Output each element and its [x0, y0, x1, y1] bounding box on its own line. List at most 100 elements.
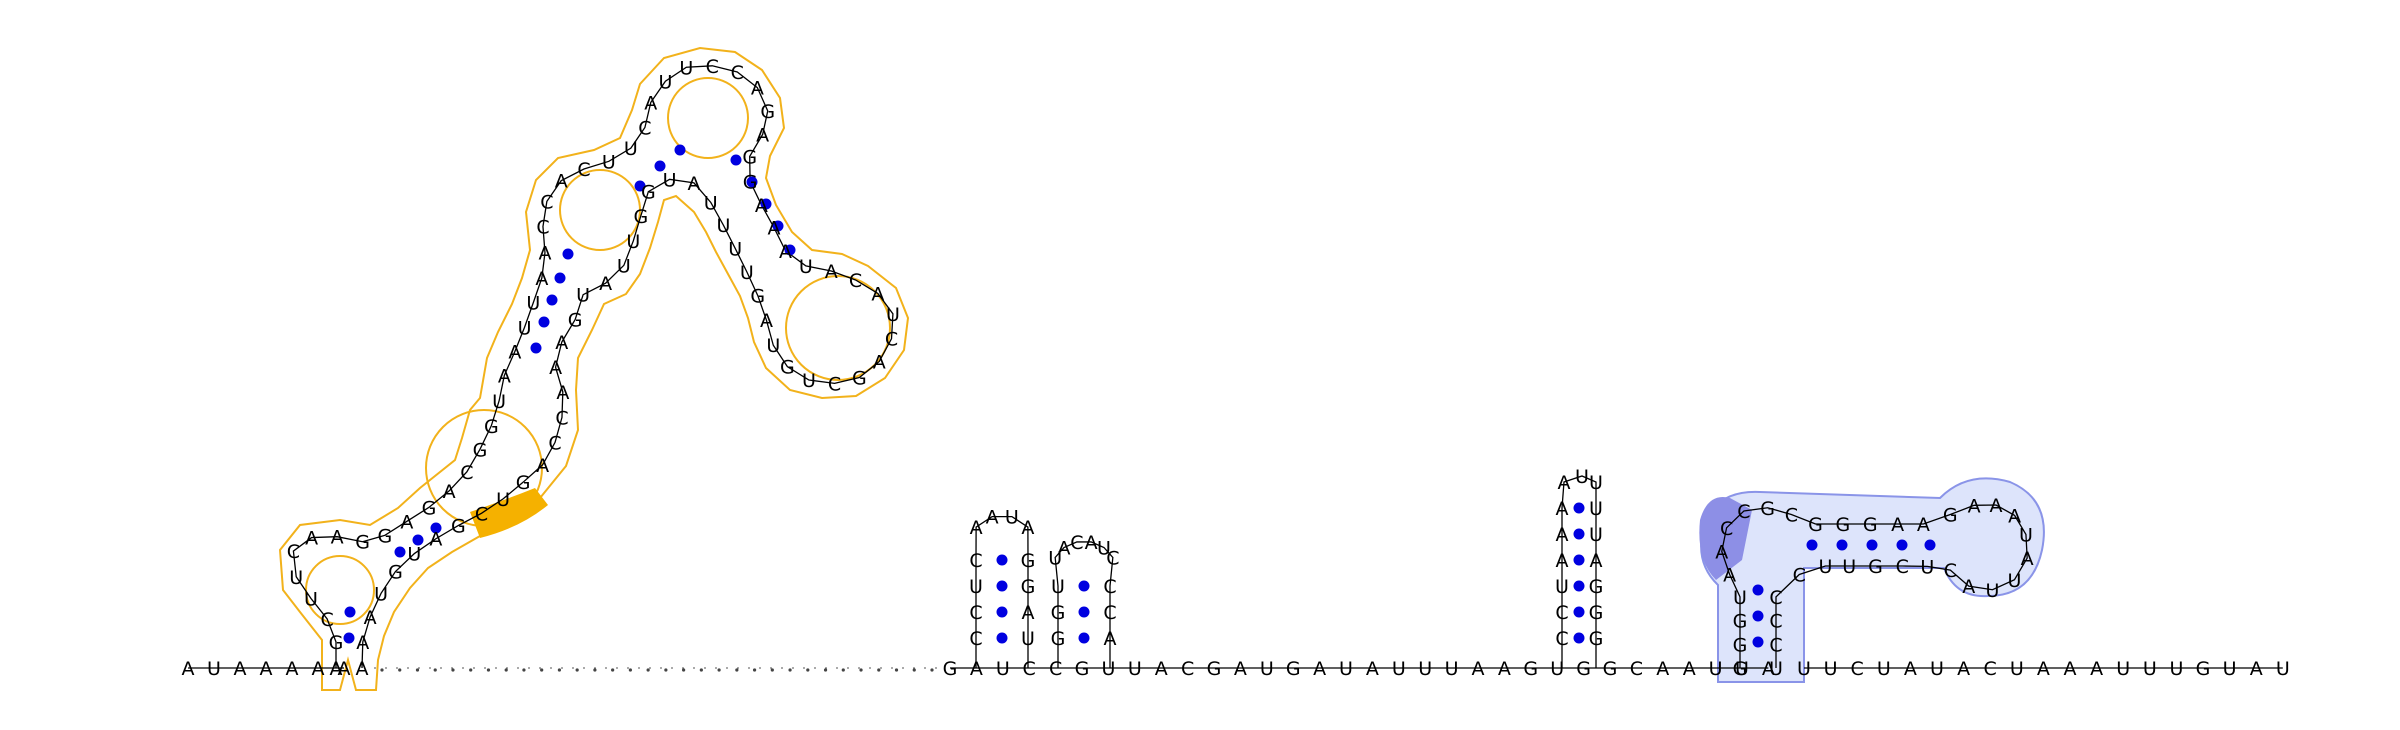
big-domain-base: G	[633, 206, 648, 228]
hairpin-1-pair	[996, 632, 1008, 644]
big-domain-backbone	[292, 65, 894, 669]
baseline-3prime-base: U	[1797, 658, 1811, 680]
baseline-mid-base: C	[1023, 658, 1036, 680]
blue-domain-pair	[1896, 539, 1908, 551]
big-domain-base: U	[496, 489, 510, 511]
blue-domain-base: G	[1808, 514, 1823, 536]
baseline-3prime-base: A	[2064, 658, 2077, 680]
hairpin-3-loop-base: A	[1558, 472, 1571, 494]
gap-dot	[504, 668, 508, 672]
big-domain-base: U	[289, 567, 303, 589]
big-domain-base: A	[873, 351, 886, 373]
gap-dot	[823, 668, 828, 672]
hairpin-2-pair	[1078, 606, 1090, 618]
big-domain-base: U	[679, 57, 693, 79]
big-domain-base: U	[518, 317, 532, 339]
gap-dot	[912, 668, 916, 672]
baseline-mid-base: A	[1366, 658, 1379, 680]
big-domain-base: A	[330, 658, 343, 680]
gap-dot	[859, 668, 863, 672]
big-domain-base: A	[356, 658, 369, 680]
hairpin-2-loop-base: C	[1106, 548, 1119, 570]
big-domain-pair	[634, 180, 646, 192]
hairpin-1-stem-base: G	[1021, 550, 1036, 572]
hairpin-3-stem-base: G	[1589, 628, 1604, 650]
baseline-5prime-base: A	[182, 658, 195, 680]
big-domain-base: A	[364, 607, 377, 629]
big-domain-base: U	[492, 391, 506, 413]
hairpin-3-stem-base: A	[1556, 524, 1569, 546]
big-domain-base: G	[760, 101, 775, 123]
big-domain-pair	[730, 154, 742, 166]
hairpin-2-loop-base: C	[1070, 532, 1083, 554]
hairpin-2-stem-base: U	[1051, 576, 1065, 598]
baseline-3prime-base: G	[2196, 658, 2211, 680]
big-domain-base: U	[407, 544, 421, 566]
blue-domain-base: U	[1769, 658, 1783, 680]
big-domain-upper-left-loop	[559, 169, 641, 251]
big-domain-base: A	[755, 195, 768, 217]
hairpin-3-stem-base: G	[1589, 576, 1604, 598]
blue-domain-base: U	[1733, 587, 1747, 609]
big-domain-base: C	[731, 62, 744, 84]
baseline-5prime-base: A	[260, 658, 273, 680]
big-domain-outline	[278, 46, 910, 691]
big-domain-base: A	[305, 528, 318, 550]
hairpin-2-stem-base: C	[1103, 602, 1116, 624]
baseline-3prime-base: U	[2116, 658, 2130, 680]
blue-domain-base: U	[1818, 556, 1832, 578]
hairpin-3-stem-base: A	[1556, 550, 1569, 572]
big-domain-highlight	[470, 488, 548, 538]
big-domain-pair	[343, 632, 355, 644]
big-domain-base: C	[540, 191, 553, 213]
baseline-mid-base: U	[1550, 658, 1564, 680]
blue-domain-pair	[1752, 584, 1764, 596]
big-domain-base: G	[451, 515, 466, 537]
hairpin-3-stem-base: C	[1555, 628, 1568, 650]
base-pair-dots	[343, 144, 1936, 648]
big-domain-base: G	[568, 310, 583, 332]
blue-domain-base: C	[1896, 556, 1909, 578]
blue-domain-base: A	[1723, 564, 1736, 586]
hairpin-1-loop-base: A	[1021, 517, 1034, 539]
baseline-mid-base: C	[1630, 658, 1643, 680]
big-domain-base: A	[429, 529, 442, 551]
big-domain-base: A	[536, 455, 549, 477]
hairpin-3-backbone	[1561, 475, 1597, 668]
hairpin-3-stem-base: U	[1555, 576, 1569, 598]
baseline-mid-base: A	[1155, 658, 1168, 680]
big-domain-base: U	[304, 588, 318, 610]
hairpin-3-pair	[1573, 580, 1585, 592]
big-domain-base: A	[779, 241, 792, 263]
baseline-mid-base: U	[996, 658, 1010, 680]
gap-dot	[646, 668, 650, 672]
baseline-3prime-base: U	[2169, 658, 2183, 680]
gap-dot	[699, 668, 703, 672]
big-domain-pair	[746, 176, 758, 188]
hairpin-1-stem-base: C	[969, 628, 982, 650]
baseline-mid-base: U	[1101, 658, 1115, 680]
big-domain-base: A	[825, 261, 838, 283]
hairpin-2-loop-base: A	[1058, 537, 1071, 559]
blue-domain-base: U	[2008, 570, 2022, 592]
big-domain-base: C	[849, 270, 862, 292]
gap-dot	[752, 668, 757, 672]
hairpin-3-loop-base: U	[1589, 472, 1603, 494]
blue-domain-base: C	[1785, 504, 1798, 526]
big-domain-right-hairpin-loop	[785, 275, 891, 381]
gap-dot	[486, 668, 491, 672]
blue-domain-base: A	[1990, 495, 2003, 517]
big-domain-base: G	[641, 182, 656, 204]
big-domain-pair	[772, 220, 784, 232]
baseline-mid-base: G	[1523, 658, 1538, 680]
baseline-5prime-base: U	[207, 658, 221, 680]
big-domain-base: C	[885, 329, 898, 351]
gap-dot	[894, 668, 899, 672]
big-domain-pair	[562, 248, 574, 260]
hairpin-3-stem-base: C	[1555, 602, 1568, 624]
hairpin-3-loop-base: U	[1575, 466, 1589, 488]
gap-dot	[398, 668, 402, 672]
blue-domain-base: C	[1769, 634, 1782, 656]
